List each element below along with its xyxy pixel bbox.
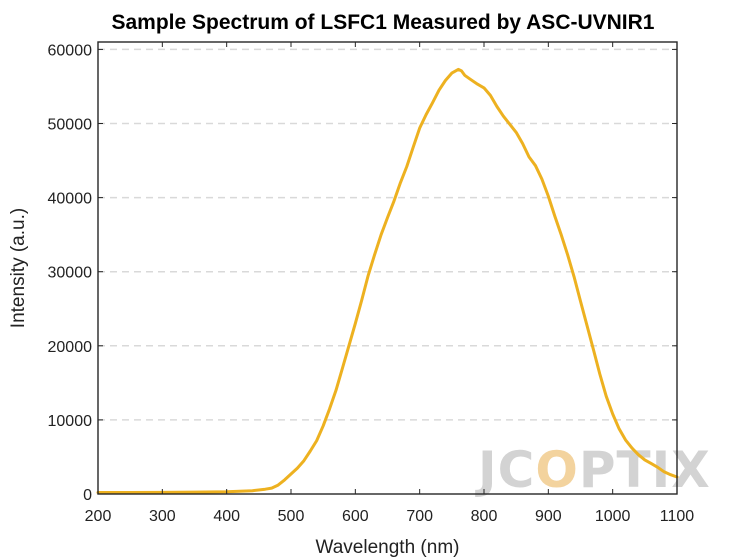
x-axis-label: Wavelength (nm) [316, 537, 460, 558]
grid-lines [98, 48, 677, 421]
x-tick-label: 200 [85, 508, 112, 525]
jcoptix-watermark: JCOPTIX [475, 441, 711, 499]
watermark-letter: O [535, 441, 579, 499]
y-tick-label: 40000 [48, 191, 93, 208]
watermark-text: JCOPTIX [475, 441, 711, 499]
x-tick-label: 500 [278, 508, 305, 525]
series-layer [96, 67, 679, 494]
watermark-letter: P [579, 441, 617, 499]
x-tick-label: 400 [213, 508, 240, 525]
x-tick-label: 700 [406, 508, 433, 525]
watermark-letter: J [475, 441, 498, 499]
x-tick-label: 300 [149, 508, 176, 525]
y-tick-label: 10000 [48, 413, 93, 430]
y-tick-label: 30000 [48, 265, 93, 282]
y-axis-label: Intensity (a.u.) [8, 208, 29, 328]
y-tick-label: 60000 [48, 42, 93, 59]
watermark-letter: C [498, 441, 536, 499]
plot-frame [97, 41, 678, 495]
x-tick-label: 1000 [595, 508, 631, 525]
y-tick-label: 50000 [48, 117, 93, 134]
x-tick-label: 800 [471, 508, 498, 525]
axis-ticks: 200 300 400 500 600 700 800 900 1000 1100 0 10000 20… [48, 42, 695, 525]
x-tick-label: 1100 [660, 508, 695, 525]
x-tick-label: 900 [535, 508, 562, 525]
y-tick-label: 20000 [48, 339, 93, 356]
x-tick-label: 600 [342, 508, 369, 525]
y-tick-label: 0 [83, 487, 92, 504]
spectrum-line [96, 67, 679, 494]
chart-title: Sample Spectrum of LSFC1 Measured by ASC… [111, 11, 654, 34]
